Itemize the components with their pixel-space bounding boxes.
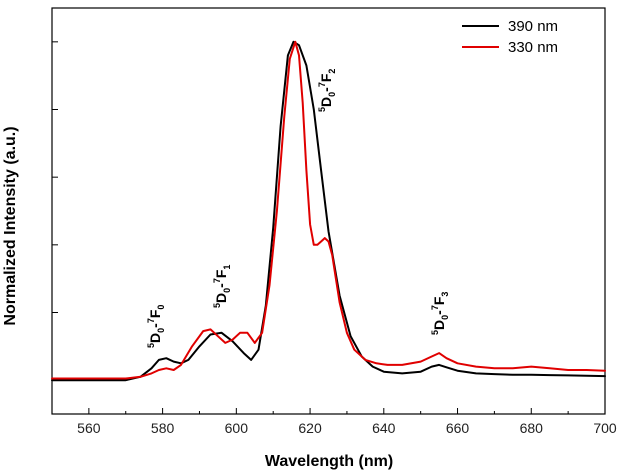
x-tick-label: 640 xyxy=(372,420,396,436)
svg-text:5D0-7F0: 5D0-7F0 xyxy=(146,305,166,348)
x-axis-ticks: 560 580 600 620 640 660 680 700 xyxy=(51,408,617,436)
legend-label-330nm: 330 nm xyxy=(508,39,558,56)
svg-text:5D0-7F3: 5D0-7F3 xyxy=(430,292,450,335)
x-tick-label: 700 xyxy=(593,420,617,436)
x-tick-label: 560 xyxy=(77,420,101,436)
annotation-5d0-7f1: 5D0-7F1 xyxy=(212,265,232,308)
ann-sub: 0 xyxy=(156,305,166,310)
ann-main: D xyxy=(147,333,163,343)
annotation-5d0-7f0: 5D0-7F0 xyxy=(146,305,166,348)
x-axis-title: Wavelength (nm) xyxy=(265,453,393,470)
annotation-5d0-7f2: 5D0-7F2 xyxy=(317,69,337,112)
svg-text:5D0-7F2: 5D0-7F2 xyxy=(317,69,337,112)
ann-main: F xyxy=(147,309,163,318)
series-layer xyxy=(51,40,606,382)
x-tick-label: 620 xyxy=(298,420,322,436)
x-tick-label: 680 xyxy=(520,420,544,436)
ann-sup: 7 xyxy=(146,318,156,323)
x-tick-label: 580 xyxy=(151,420,175,436)
series-line-330-nm xyxy=(51,40,606,380)
x-tick-label: 660 xyxy=(446,420,470,436)
legend: 390 nm 330 nm xyxy=(462,18,558,56)
annotation-5d0-7f3: 5D0-7F3 xyxy=(430,292,450,335)
x-tick-label: 600 xyxy=(225,420,249,436)
plot-frame xyxy=(51,7,606,415)
y-axis-ticks xyxy=(52,41,58,381)
svg-text:5D0-7F1: 5D0-7F1 xyxy=(212,265,232,308)
y-axis-title: Normalized Intensity (a.u.) xyxy=(2,126,19,325)
legend-label-390nm: 390 nm xyxy=(508,18,558,35)
ann-sub: 0 xyxy=(156,328,166,333)
ann-sep: - xyxy=(147,323,163,328)
series-line-390-nm xyxy=(51,40,606,382)
ann-sup: 5 xyxy=(146,343,156,348)
plot-area-border xyxy=(51,7,606,415)
